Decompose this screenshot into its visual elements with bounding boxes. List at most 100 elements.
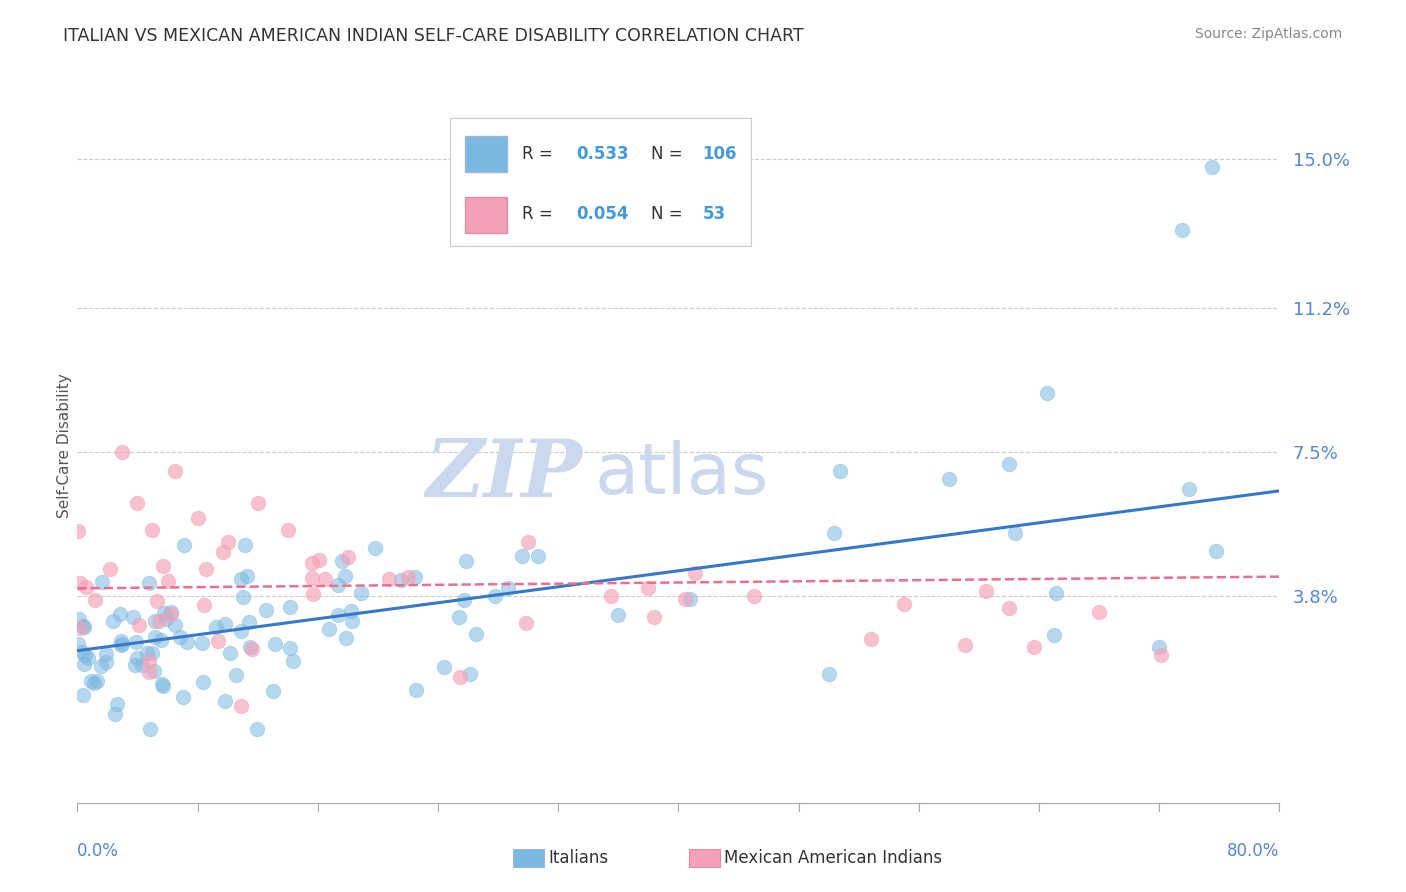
Point [127, 495, 149, 509]
Point [673, 592, 696, 607]
Point [458, 666, 481, 681]
Point [240, 641, 263, 656]
Point [998, 457, 1021, 471]
Point [333, 569, 356, 583]
Point [73, 657, 96, 672]
Point [232, 590, 254, 604]
Point [823, 526, 845, 541]
Point [141, 523, 163, 537]
Point [138, 665, 160, 680]
Point [152, 559, 174, 574]
Point [214, 616, 236, 631]
Point [277, 523, 299, 537]
Point [73, 648, 96, 662]
Point [191, 636, 214, 650]
Point [405, 570, 427, 584]
Text: atlas: atlas [595, 440, 769, 509]
Point [238, 615, 260, 629]
Point [233, 538, 256, 552]
Point [860, 632, 883, 646]
Point [278, 599, 301, 614]
Text: ZIP: ZIP [426, 436, 582, 513]
Point [817, 667, 839, 681]
Point [342, 614, 364, 628]
Point [217, 534, 239, 549]
Point [75, 580, 97, 594]
Point [219, 646, 242, 660]
Point [139, 722, 162, 736]
Point [173, 538, 195, 552]
Point [155, 612, 177, 626]
Point [683, 566, 706, 580]
Point [159, 607, 181, 622]
Point [90, 575, 112, 590]
Point [163, 618, 186, 632]
Point [138, 654, 160, 668]
Point [83, 676, 105, 690]
Point [1178, 482, 1201, 496]
Point [212, 545, 235, 559]
Point [69, 621, 91, 635]
Point [447, 609, 470, 624]
Point [156, 574, 179, 589]
Point [1149, 640, 1171, 654]
Point [378, 573, 401, 587]
Point [193, 675, 215, 690]
Point [231, 624, 253, 638]
Point [69, 575, 91, 590]
Point [938, 472, 960, 486]
Point [643, 610, 665, 624]
Point [111, 636, 134, 650]
Point [145, 630, 167, 644]
Point [153, 606, 176, 620]
Point [101, 614, 124, 628]
Point [281, 654, 304, 668]
Point [308, 553, 330, 567]
Point [246, 495, 269, 509]
Point [176, 635, 198, 649]
Text: Mexican American Indians: Mexican American Indians [724, 849, 942, 867]
Point [301, 557, 323, 571]
Point [214, 694, 236, 708]
Point [150, 632, 173, 647]
Point [94, 655, 117, 669]
Point [998, 600, 1021, 615]
Point [194, 562, 217, 576]
Point [1035, 386, 1057, 401]
Point [637, 582, 659, 596]
Point [893, 597, 915, 611]
Point [225, 668, 247, 682]
Point [90, 659, 112, 673]
Point [264, 636, 287, 650]
Point [204, 620, 226, 634]
Point [104, 706, 127, 721]
Point [453, 593, 475, 607]
Point [186, 511, 209, 525]
Point [141, 646, 163, 660]
Point [72, 619, 94, 633]
Point [236, 569, 259, 583]
Point [340, 603, 363, 617]
Point [364, 541, 387, 555]
Point [1043, 628, 1066, 642]
Point [67, 637, 90, 651]
Point [301, 587, 323, 601]
Point [1088, 605, 1111, 619]
Text: ITALIAN VS MEXICAN AMERICAN INDIAN SELF-CARE DISABILITY CORRELATION CHART: ITALIAN VS MEXICAN AMERICAN INDIAN SELF-… [63, 27, 804, 45]
Point [67, 612, 90, 626]
Text: 0.0%: 0.0% [77, 842, 120, 860]
Point [679, 591, 702, 606]
Point [396, 569, 419, 583]
Point [86, 673, 108, 688]
Point [405, 683, 427, 698]
Point [1004, 525, 1026, 540]
Point [124, 657, 146, 672]
Point [138, 576, 160, 591]
Point [169, 630, 191, 644]
Point [131, 658, 153, 673]
Point [464, 626, 486, 640]
Point [515, 615, 537, 630]
Point [146, 593, 169, 607]
Point [328, 607, 350, 622]
Point [326, 578, 349, 592]
